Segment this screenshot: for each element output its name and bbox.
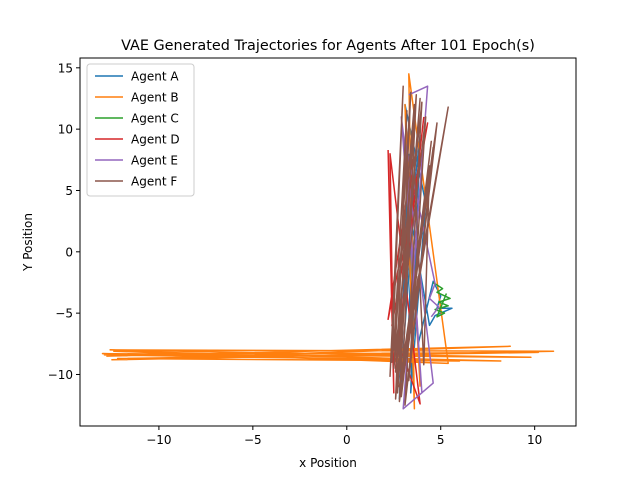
legend-label: Agent C bbox=[131, 112, 179, 126]
legend-label: Agent F bbox=[131, 175, 177, 189]
y-tick-label: 10 bbox=[58, 123, 73, 137]
series-line-agent-f bbox=[389, 85, 449, 406]
y-tick-label: −5 bbox=[55, 307, 73, 321]
y-tick-label: 5 bbox=[65, 184, 73, 198]
legend-label: Agent A bbox=[131, 70, 179, 84]
x-axis-ticks: −10 −5 0 5 10 bbox=[146, 426, 542, 447]
plot-frame bbox=[79, 57, 577, 427]
x-tick-label: 5 bbox=[437, 433, 445, 447]
legend-label: Agent B bbox=[131, 91, 179, 105]
y-tick-label: 15 bbox=[58, 61, 73, 75]
x-axis-title: x Position bbox=[299, 456, 357, 470]
legend-label: Agent E bbox=[131, 154, 178, 168]
chart-title: VAE Generated Trajectories for Agents Af… bbox=[121, 38, 535, 54]
x-tick-label: 10 bbox=[527, 433, 542, 447]
legend: Agent A Agent B Agent C Agent D Agent E Agent… bbox=[86, 63, 195, 197]
series-layer bbox=[101, 73, 555, 410]
y-axis-ticks: −10 −5 0 5 10 15 bbox=[48, 61, 80, 382]
y-tick-label: 0 bbox=[65, 245, 73, 259]
series-line-agent-c bbox=[432, 281, 451, 318]
y-tick-label: −10 bbox=[48, 368, 73, 382]
x-tick-label: 0 bbox=[343, 433, 351, 447]
x-tick-label: −5 bbox=[244, 433, 262, 447]
x-tick-label: −10 bbox=[146, 433, 171, 447]
legend-label: Agent D bbox=[131, 133, 180, 147]
y-axis-title: Y Position bbox=[21, 213, 35, 272]
